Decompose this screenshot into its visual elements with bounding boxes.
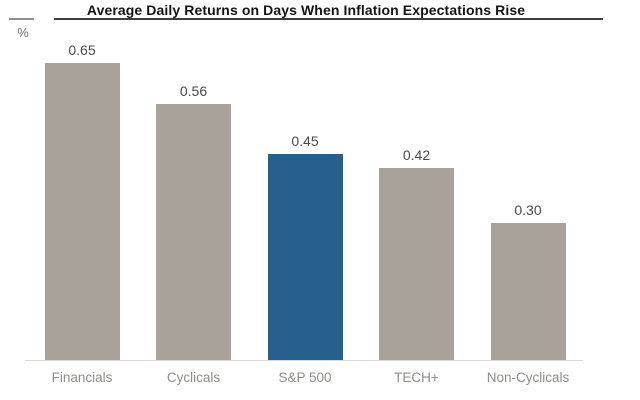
bar-value-label-non-cyclicals: 0.30 (514, 202, 542, 218)
y-axis-unit-label: % (17, 25, 29, 40)
x-axis-category-label-s-p-500: S&P 500 (278, 370, 332, 385)
bar-cyclicals (156, 104, 231, 360)
x-axis-category-label-cyclicals: Cyclicals (166, 370, 221, 385)
x-axis-baseline (25, 360, 583, 361)
bar-financials (44, 63, 120, 360)
bar-tech (379, 168, 454, 360)
unit-axis-rule (9, 18, 34, 20)
bar-s-p-500 (267, 154, 343, 360)
bar-value-label-tech: 0.42 (402, 147, 431, 163)
x-axis-category-label-tech: TECH+ (394, 370, 439, 385)
title-underline (54, 18, 603, 20)
bar-value-label-s-p-500: 0.45 (291, 133, 319, 149)
bar-value-label-financials: 0.65 (68, 42, 96, 58)
x-axis-category-label-financials: Financials (51, 370, 113, 385)
chart-title: Average Daily Returns on Days When Infla… (86, 2, 526, 18)
bar-non-cyclicals (490, 223, 566, 360)
x-axis-category-label-non-cyclicals: Non-Cyclicals (486, 370, 570, 385)
bar-value-label-cyclicals: 0.56 (179, 83, 208, 99)
